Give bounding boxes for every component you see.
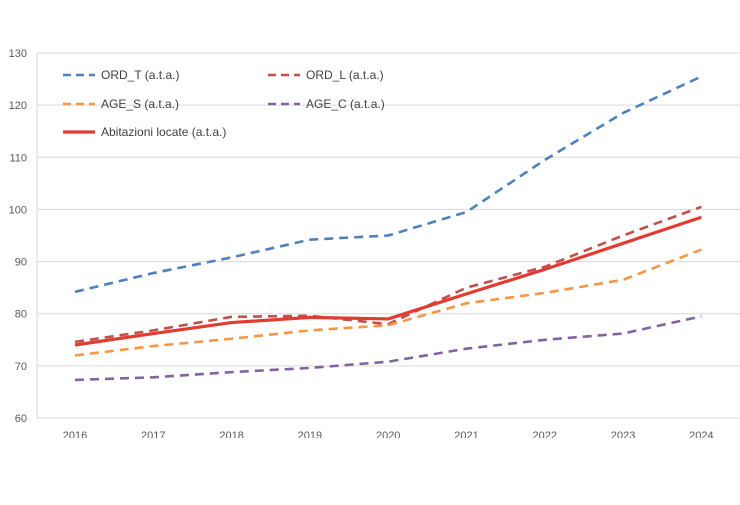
legend-label: ORD_L (a.t.a.) xyxy=(306,68,384,82)
legend-label: Abitazioni locate (a.t.a.) xyxy=(101,125,226,139)
legend-label: AGE_C (a.t.a.) xyxy=(306,97,385,111)
series-line-1 xyxy=(75,207,701,342)
legend-label: ORD_T (a.t.a.) xyxy=(101,68,179,82)
x-tick-label: 2019 xyxy=(298,430,322,442)
y-tick-label: 90 xyxy=(15,257,27,269)
x-tick-label: 2017 xyxy=(141,430,165,442)
x-tick-labels: 2016 2017 2018 2019 2020 2021 2022 2023 2024 xyxy=(63,430,714,442)
x-tick-label: 2023 xyxy=(611,430,635,442)
legend-label: AGE_S (a.t.a.) xyxy=(101,97,179,111)
y-tick-label: 70 xyxy=(15,361,27,373)
y-tick-label: 100 xyxy=(9,204,27,216)
y-tick-label: 60 xyxy=(15,413,27,425)
y-tick-label: 80 xyxy=(15,309,27,321)
x-tick-label: 2022 xyxy=(533,430,557,442)
x-tick-label: 2018 xyxy=(219,430,243,442)
x-tick-label: 2024 xyxy=(689,430,713,442)
x-tick-label: 2020 xyxy=(376,430,400,442)
y-tick-label: 130 xyxy=(9,48,27,60)
y-tick-label: 120 xyxy=(9,100,27,112)
series-line-2 xyxy=(75,250,701,356)
y-tick-label: 110 xyxy=(9,152,27,164)
series-layer xyxy=(75,76,702,380)
x-tick-label: 2016 xyxy=(63,430,87,442)
legend: ORD_T (a.t.a.) ORD_L (a.t.a.) AGE_S (a.t.a… xyxy=(63,68,385,139)
x-tick-label: 2021 xyxy=(454,430,478,442)
series-line-3 xyxy=(75,316,701,380)
